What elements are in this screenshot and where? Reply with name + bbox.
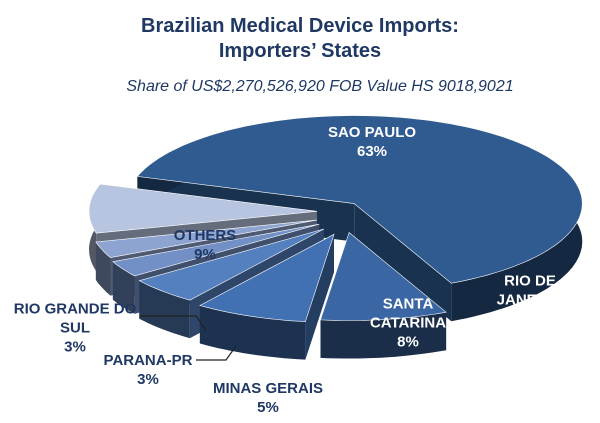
value-label: 5% [257, 399, 279, 416]
data-label: PARANA-PR 3% [88, 351, 208, 389]
slice-wall [139, 280, 190, 339]
data-label: RIO GRANDE DO SUL 3% [0, 300, 150, 357]
category-label: OTHERS [173, 227, 237, 244]
slice-top [138, 228, 324, 301]
value-label: 63% [356, 143, 388, 160]
category-label: RIO DE JANEIRO [496, 272, 564, 309]
data-label: SANTA CATARINA 8% [358, 295, 458, 352]
category-label: SANTA CATARINA [369, 295, 447, 332]
category-label: MINAS GERAIS [212, 380, 323, 397]
data-label: OTHERS 9% [155, 226, 255, 264]
slice-side [354, 203, 452, 322]
slice-top [95, 219, 317, 258]
slice-top [112, 223, 320, 277]
leader-line [140, 315, 207, 331]
category-label: SAO PAULO [327, 124, 417, 141]
data-label: RIO DE JANEIRO 9% [485, 272, 575, 329]
slice-wall [112, 261, 135, 314]
pie-slice [320, 231, 447, 359]
value-label: 9% [519, 310, 541, 328]
slice-wall [199, 305, 306, 360]
chart-title: Brazilian Medical Device Imports: Import… [141, 15, 459, 62]
slice-top [136, 115, 583, 284]
slice-wall [320, 312, 447, 359]
value-label: 3% [137, 371, 159, 388]
slice-wall [95, 242, 111, 296]
slice-top [320, 231, 447, 321]
slice-top [88, 183, 318, 234]
leader-line [196, 345, 237, 361]
value-label: 8% [397, 333, 419, 351]
slice-top [199, 233, 335, 322]
pie-slice [199, 233, 335, 360]
value-label: 9% [194, 246, 216, 263]
chart-subtitle: Share of US$2,270,526,920 FOB Value HS 9… [126, 78, 514, 95]
value-label: 3% [64, 338, 86, 356]
data-label: SAO PAULO 63% [302, 123, 442, 161]
data-label: MINAS GERAIS 5% [198, 379, 338, 417]
category-label: PARANA-PR [103, 352, 193, 369]
category-label: RIO GRANDE DO SUL [13, 300, 137, 337]
